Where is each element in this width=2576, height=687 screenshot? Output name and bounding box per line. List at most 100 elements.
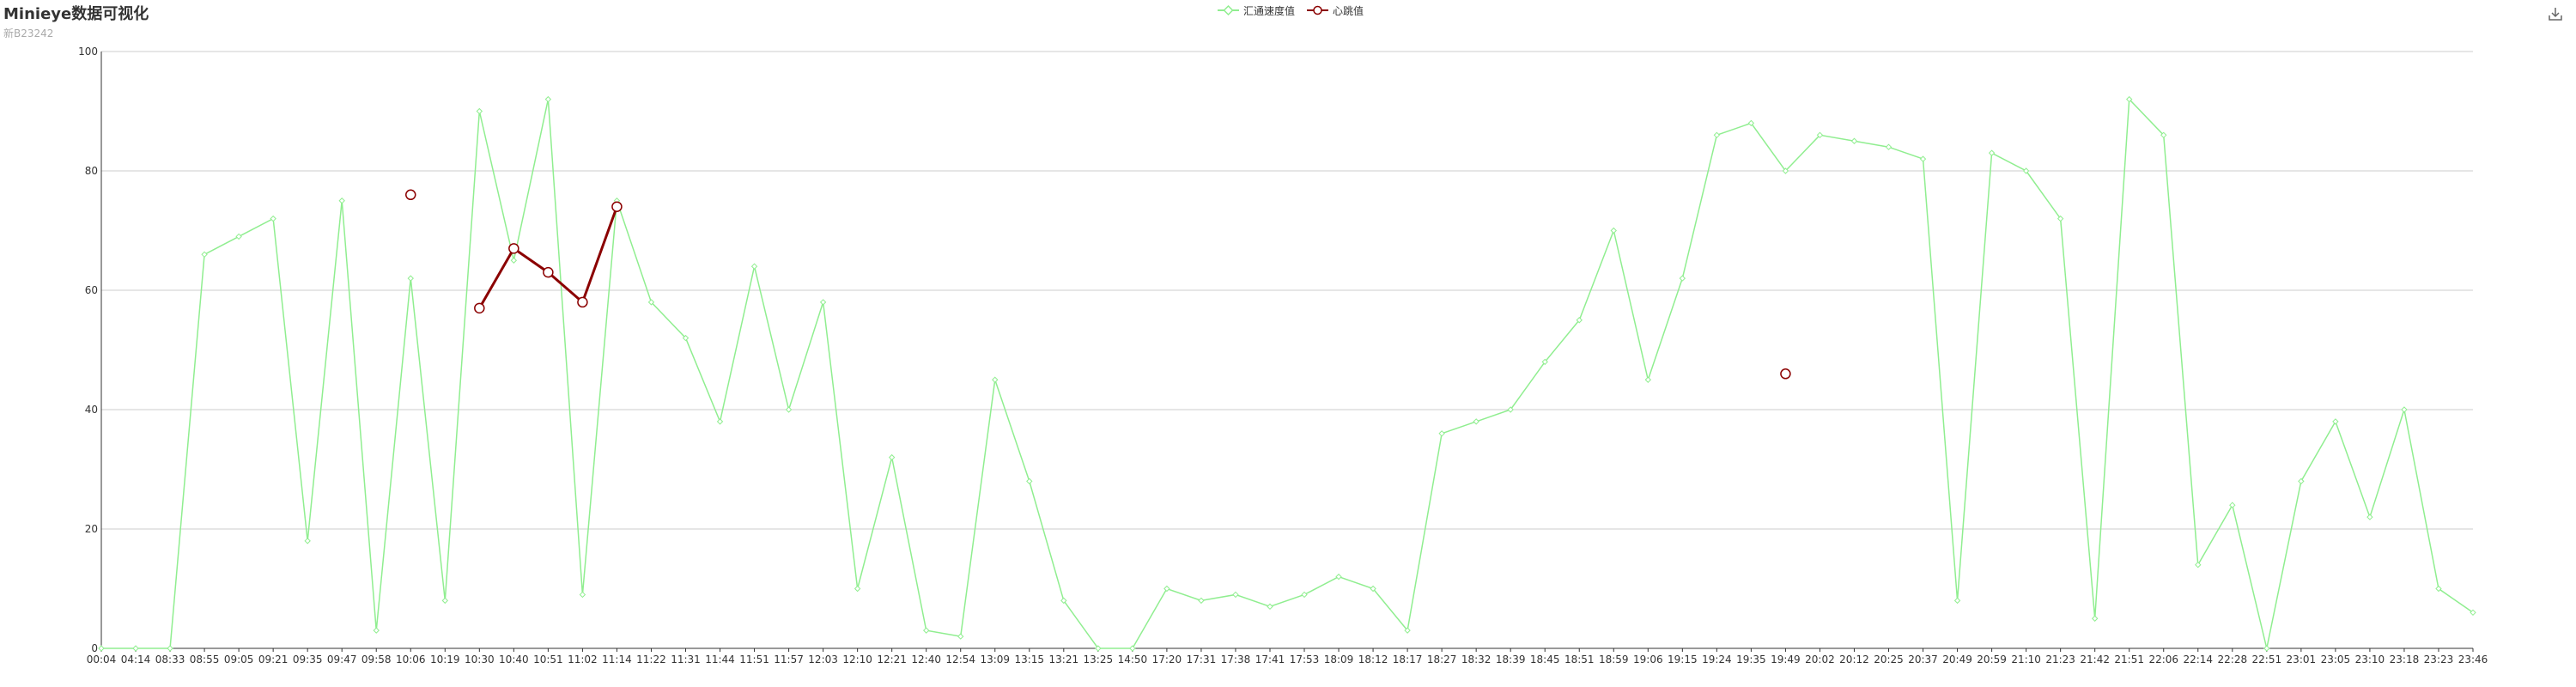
speed-point[interactable]	[2435, 585, 2442, 593]
speed-point[interactable]	[1850, 137, 1858, 144]
speed-point[interactable]	[1747, 119, 1755, 127]
x-tick-label: 22:14	[2183, 654, 2213, 666]
heart-point[interactable]	[611, 201, 623, 212]
speed-point[interactable]	[854, 585, 861, 593]
x-tick-label: 18:12	[1358, 654, 1388, 666]
heart-segment	[547, 271, 584, 304]
speed-point[interactable]	[682, 334, 690, 342]
speed-point[interactable]	[2195, 561, 2202, 568]
speed-point[interactable]	[1610, 227, 1617, 234]
speed-point[interactable]	[1060, 597, 1067, 605]
x-tick-label: 13:09	[980, 654, 1010, 666]
x-tick-label: 11:02	[568, 654, 598, 666]
speed-point[interactable]	[785, 406, 793, 413]
speed-point[interactable]	[1198, 597, 1205, 605]
speed-point[interactable]	[304, 538, 311, 544]
speed-point[interactable]	[2263, 645, 2270, 652]
speed-point[interactable]	[2366, 514, 2373, 520]
download-icon[interactable]	[2547, 5, 2564, 22]
legend-item-speed[interactable]: 汇通速度值	[1218, 3, 1295, 18]
x-tick-label: 20:12	[1839, 654, 1869, 666]
speed-point[interactable]	[1713, 131, 1721, 139]
speed-point[interactable]	[1163, 585, 1170, 593]
speed-point[interactable]	[132, 645, 139, 652]
x-tick-label: 17:41	[1255, 654, 1285, 666]
speed-point[interactable]	[2126, 95, 2133, 103]
speed-point[interactable]	[476, 107, 483, 115]
speed-point[interactable]	[510, 257, 518, 264]
speed-point[interactable]	[2229, 502, 2236, 508]
speed-point[interactable]	[1438, 430, 1445, 437]
speed-point[interactable]	[1507, 406, 1514, 413]
speed-point[interactable]	[1301, 591, 1308, 599]
speed-point[interactable]	[201, 251, 208, 258]
speed-point[interactable]	[270, 215, 276, 222]
speed-point[interactable]	[647, 299, 655, 306]
speed-point[interactable]	[750, 263, 758, 270]
heart-point[interactable]	[1780, 368, 1791, 380]
heart-point[interactable]	[543, 266, 554, 278]
speed-point[interactable]	[407, 275, 414, 282]
speed-point[interactable]	[2091, 615, 2099, 622]
chart-subtitle: 新B23242	[3, 27, 54, 40]
legend-item-heart[interactable]: 心跳值	[1307, 3, 1364, 18]
speed-point[interactable]	[2298, 477, 2305, 485]
speed-point[interactable]	[98, 645, 105, 652]
chart-legend: 汇通速度值 心跳值	[1218, 2, 1364, 19]
heart-point[interactable]	[474, 302, 485, 314]
speed-point[interactable]	[1885, 143, 1893, 150]
speed-point[interactable]	[2022, 167, 2030, 174]
speed-point[interactable]	[1953, 597, 1961, 605]
speed-point[interactable]	[1816, 131, 1824, 139]
speed-point[interactable]	[819, 299, 827, 306]
y-tick-label: 20	[85, 523, 98, 535]
speed-point[interactable]	[716, 418, 724, 425]
speed-point[interactable]	[1026, 477, 1033, 485]
y-tick-label: 80	[85, 165, 98, 177]
speed-point[interactable]	[579, 591, 586, 599]
speed-point[interactable]	[544, 95, 552, 103]
speed-point[interactable]	[441, 597, 448, 605]
speed-point[interactable]	[1232, 591, 1239, 599]
speed-point[interactable]	[2057, 215, 2064, 222]
heart-point[interactable]	[508, 243, 519, 254]
x-tick-label: 17:38	[1221, 654, 1251, 666]
speed-point[interactable]	[1919, 155, 1927, 162]
speed-point[interactable]	[992, 376, 999, 383]
speed-point[interactable]	[1988, 149, 1996, 156]
speed-point[interactable]	[338, 198, 345, 204]
x-tick-label: 09:21	[258, 654, 289, 666]
speed-point[interactable]	[1473, 418, 1479, 425]
speed-point[interactable]	[2470, 609, 2476, 617]
speed-point[interactable]	[2160, 131, 2167, 139]
speed-point[interactable]	[167, 645, 173, 652]
speed-point[interactable]	[1782, 167, 1789, 174]
x-tick-label: 12:03	[808, 654, 838, 666]
x-axis: 00:04 04:14 08:33 08:55 09:05 09:21 09:35 09:47…	[87, 647, 2488, 666]
speed-point[interactable]	[1129, 645, 1136, 652]
speed-point[interactable]	[888, 453, 896, 461]
heart-point[interactable]	[405, 189, 416, 201]
speed-point[interactable]	[1541, 358, 1548, 366]
speed-point[interactable]	[1370, 585, 1376, 593]
speed-point[interactable]	[1644, 376, 1652, 383]
x-tick-label: 10:40	[499, 654, 529, 666]
speed-point[interactable]	[957, 633, 964, 640]
x-tick-label: 09:35	[293, 654, 323, 666]
speed-point[interactable]	[1267, 603, 1273, 611]
x-tick-label: 23:05	[2321, 654, 2351, 666]
speed-point[interactable]	[1404, 627, 1411, 634]
speed-point[interactable]	[1095, 645, 1102, 652]
speed-point[interactable]	[373, 627, 380, 634]
speed-point[interactable]	[922, 627, 930, 634]
heart-point[interactable]	[577, 296, 588, 308]
speed-point[interactable]	[2332, 418, 2339, 425]
speed-point[interactable]	[1679, 275, 1686, 282]
x-tick-label: 18:27	[1427, 654, 1457, 666]
speed-point[interactable]	[235, 233, 242, 240]
speed-point[interactable]	[2401, 406, 2408, 413]
x-tick-label: 23:23	[2424, 654, 2454, 666]
x-tick-label: 11:22	[636, 654, 666, 666]
speed-point[interactable]	[1335, 573, 1342, 581]
speed-point[interactable]	[1576, 317, 1583, 324]
